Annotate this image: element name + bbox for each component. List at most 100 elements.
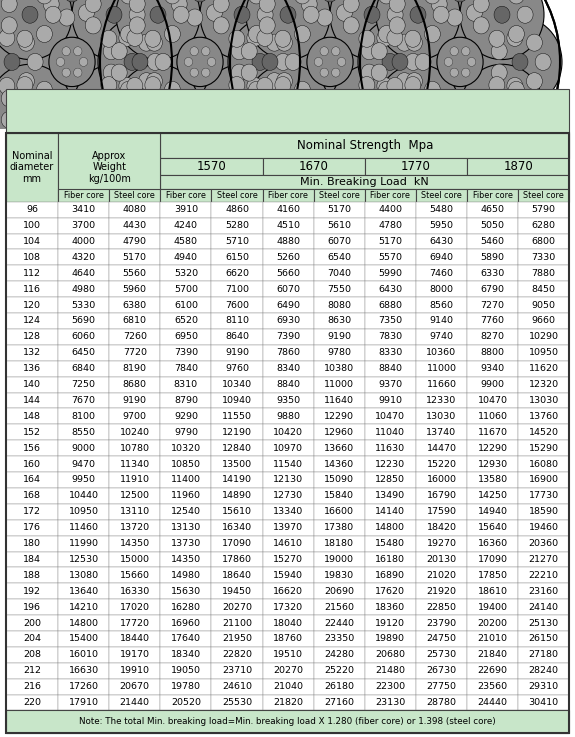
Bar xyxy=(160,329,212,345)
Bar xyxy=(160,265,212,282)
Ellipse shape xyxy=(317,98,333,115)
Bar xyxy=(467,265,518,282)
Ellipse shape xyxy=(332,68,340,77)
Text: 24440: 24440 xyxy=(478,698,508,707)
Ellipse shape xyxy=(241,43,257,60)
Ellipse shape xyxy=(139,73,154,90)
Bar xyxy=(212,551,263,567)
Ellipse shape xyxy=(266,34,282,51)
Ellipse shape xyxy=(190,68,198,77)
Ellipse shape xyxy=(228,17,312,107)
Bar xyxy=(160,202,212,217)
Ellipse shape xyxy=(100,0,300,180)
Bar xyxy=(467,234,518,249)
Ellipse shape xyxy=(129,6,145,24)
Text: 16340: 16340 xyxy=(222,523,252,532)
Text: 6070: 6070 xyxy=(327,237,351,246)
Bar xyxy=(212,488,263,504)
Bar xyxy=(58,133,160,202)
Bar xyxy=(109,217,160,234)
Text: 17090: 17090 xyxy=(222,539,252,548)
Text: 27160: 27160 xyxy=(324,698,354,707)
Ellipse shape xyxy=(241,64,257,81)
Ellipse shape xyxy=(0,77,15,94)
Text: 6940: 6940 xyxy=(430,253,454,262)
Text: 9760: 9760 xyxy=(225,364,249,373)
Bar xyxy=(212,631,263,647)
Bar xyxy=(416,265,467,282)
Bar xyxy=(109,249,160,265)
Text: 9050: 9050 xyxy=(532,301,555,310)
Bar xyxy=(6,313,58,329)
Bar xyxy=(314,504,365,520)
Bar xyxy=(467,536,518,551)
Text: 11660: 11660 xyxy=(427,380,457,389)
Text: 14350: 14350 xyxy=(120,539,150,548)
Ellipse shape xyxy=(206,4,223,21)
Text: 184: 184 xyxy=(23,555,41,564)
Ellipse shape xyxy=(101,125,117,142)
Text: 7100: 7100 xyxy=(225,284,249,293)
Bar xyxy=(365,393,416,408)
Text: 23160: 23160 xyxy=(528,587,559,595)
Bar xyxy=(263,615,314,631)
Text: 19780: 19780 xyxy=(171,682,201,691)
Ellipse shape xyxy=(127,29,143,46)
Bar xyxy=(58,265,109,282)
Text: 4510: 4510 xyxy=(276,221,300,230)
Text: 9350: 9350 xyxy=(276,396,300,405)
Text: Steel core: Steel core xyxy=(319,191,359,200)
Text: 4860: 4860 xyxy=(225,205,249,214)
Bar xyxy=(58,488,109,504)
Text: 6070: 6070 xyxy=(276,284,300,293)
Bar xyxy=(518,599,569,615)
Text: 23560: 23560 xyxy=(477,682,508,691)
Bar xyxy=(109,282,160,297)
Bar xyxy=(58,472,109,488)
Text: 14360: 14360 xyxy=(324,460,354,469)
Ellipse shape xyxy=(87,0,103,2)
Ellipse shape xyxy=(431,111,447,128)
Text: 8100: 8100 xyxy=(72,412,95,421)
Text: Min. Breaking Load  kN: Min. Breaking Load kN xyxy=(300,177,429,186)
Bar xyxy=(109,631,160,647)
Text: 11620: 11620 xyxy=(528,364,559,373)
Ellipse shape xyxy=(234,6,250,24)
Bar xyxy=(109,647,160,663)
Bar xyxy=(263,360,314,377)
Bar xyxy=(365,694,416,710)
Bar xyxy=(263,425,314,440)
Bar xyxy=(160,488,212,504)
Ellipse shape xyxy=(275,53,291,71)
Bar xyxy=(58,282,109,297)
Ellipse shape xyxy=(396,73,412,90)
Text: 8550: 8550 xyxy=(72,427,95,437)
Text: 7840: 7840 xyxy=(174,364,198,373)
Bar xyxy=(212,189,263,202)
Ellipse shape xyxy=(491,64,507,81)
Ellipse shape xyxy=(17,125,33,142)
Ellipse shape xyxy=(213,0,229,13)
Text: 18640: 18640 xyxy=(222,571,252,580)
Bar xyxy=(109,679,160,694)
Bar xyxy=(6,615,58,631)
Bar xyxy=(160,647,212,663)
Text: 10340: 10340 xyxy=(222,380,252,389)
Bar xyxy=(416,488,467,504)
Bar xyxy=(6,282,58,297)
Ellipse shape xyxy=(192,122,208,139)
Bar xyxy=(518,202,569,217)
Text: 13640: 13640 xyxy=(68,587,99,595)
Bar xyxy=(6,377,58,393)
Text: 12130: 12130 xyxy=(273,475,303,484)
Bar xyxy=(467,297,518,313)
Ellipse shape xyxy=(418,0,502,38)
Text: 4780: 4780 xyxy=(378,221,402,230)
Text: 20360: 20360 xyxy=(528,539,559,548)
Bar xyxy=(467,488,518,504)
Ellipse shape xyxy=(527,73,542,90)
Text: 21920: 21920 xyxy=(427,587,457,595)
Bar xyxy=(212,615,263,631)
Bar xyxy=(365,202,416,217)
Ellipse shape xyxy=(22,100,38,118)
